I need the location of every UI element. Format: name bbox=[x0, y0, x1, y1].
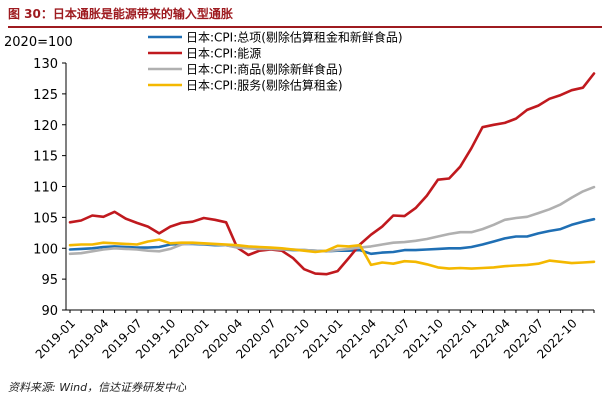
unit-label: 2020=100 bbox=[4, 35, 73, 50]
source-note: 资料来源: Wind，信达证券研发中心 bbox=[8, 381, 187, 394]
axes: 90951001051101151201251302019-012019-042… bbox=[33, 57, 595, 362]
title-bar: 图 30：日本通胀是能源带来的输入型通胀 bbox=[8, 4, 602, 28]
legend-label-2: 日本:CPI:能源 bbox=[186, 47, 261, 61]
legend-label-1: 日本:CPI:总项(剔除估算租金和新鲜食品) bbox=[186, 30, 403, 45]
y-tick-label: 125 bbox=[33, 88, 58, 103]
figure-title: 图 30：日本通胀是能源带来的输入型通胀 bbox=[8, 7, 233, 21]
y-tick-label: 95 bbox=[41, 273, 58, 288]
y-tick-label: 110 bbox=[33, 181, 58, 196]
legend-label-4: 日本:CPI:服务(剔除估算租金) bbox=[186, 78, 343, 93]
series-line-2 bbox=[68, 72, 596, 276]
legend-label-3: 日本:CPI:商品(剔除新鲜食品) bbox=[186, 62, 343, 77]
y-tick-label: 105 bbox=[33, 211, 58, 226]
series-line-4 bbox=[68, 238, 596, 270]
series-layer bbox=[68, 72, 596, 276]
y-tick-label: 120 bbox=[33, 119, 58, 134]
y-tick-label: 100 bbox=[33, 242, 58, 257]
legend: 日本:CPI:总项(剔除估算租金和新鲜食品) 日本:CPI:能源日本:CPI:商品… bbox=[148, 30, 403, 93]
y-tick-label: 90 bbox=[41, 304, 58, 319]
series-line-3 bbox=[68, 185, 596, 256]
y-tick-label: 115 bbox=[33, 150, 58, 165]
y-tick-label: 130 bbox=[33, 57, 58, 72]
